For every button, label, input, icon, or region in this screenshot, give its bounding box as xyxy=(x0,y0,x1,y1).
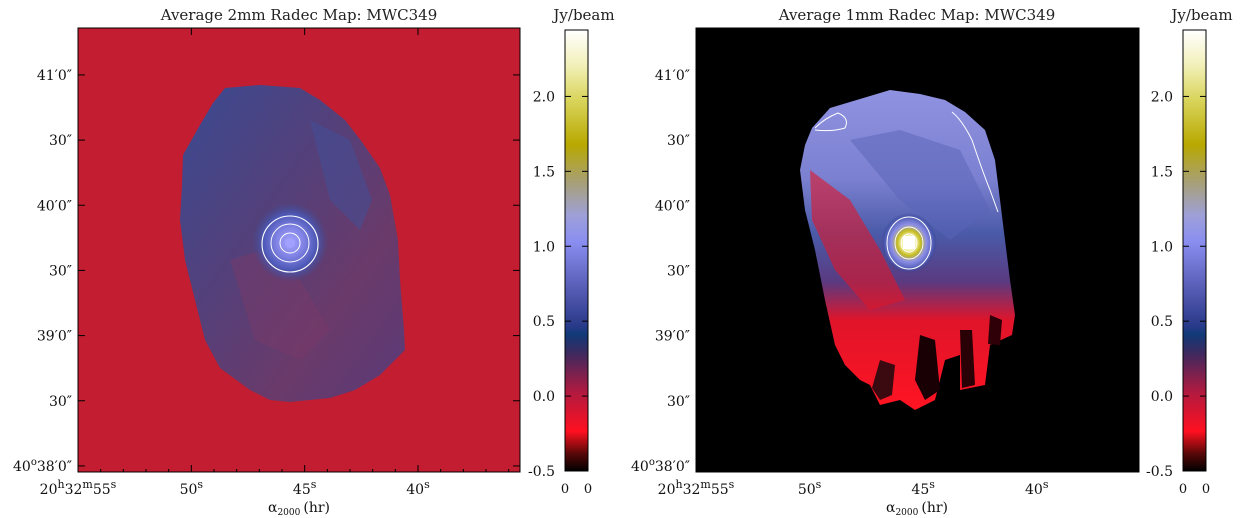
x-tick-label: 45s xyxy=(293,478,317,498)
y-tick-label: 41′0″ xyxy=(37,68,72,84)
colorbar-tick-label: 1.0 xyxy=(1151,239,1173,255)
y-tick-label: 39′0″ xyxy=(37,329,72,345)
y-tick-label: 40o38′0″ xyxy=(631,457,690,475)
colorbar-tick-label: 0.0 xyxy=(1151,389,1173,405)
y-tick-label: 30″ xyxy=(667,263,690,279)
y-tick-label: 40′0″ xyxy=(655,198,690,214)
contour-inner-1mm xyxy=(900,233,918,253)
colorbar-tick-label: 2.0 xyxy=(1151,89,1173,105)
colorbar-tick-label: -0.5 xyxy=(1146,464,1173,480)
contour-outer-2mm xyxy=(261,215,319,273)
x-tick-label: 20h32m55s xyxy=(40,478,117,498)
chart-title-1mm: Average 1mm Radec Map: MWC349 xyxy=(778,6,1056,24)
y-tick-label: 41′0″ xyxy=(655,68,690,84)
contour-mid-1mm xyxy=(894,226,924,260)
chart-title-2mm: Average 2mm Radec Map: MWC349 xyxy=(160,6,438,24)
colorbar-footer-1mm-a: 0 xyxy=(1179,482,1187,497)
y-tick-label: 39′0″ xyxy=(655,329,690,345)
colorbar-tick-label: 0.5 xyxy=(1151,314,1173,330)
contour-outer-1mm xyxy=(886,216,932,270)
colorbar-label-1mm: Jy/beam xyxy=(1169,6,1232,24)
colorbar-tick-label: 2.0 xyxy=(533,89,555,105)
contour-nw-1mm xyxy=(814,112,847,132)
x-tick-label: 40s xyxy=(1025,478,1049,498)
x-axis-label-1mm: α2000 (hr) xyxy=(886,500,948,518)
x-tick-label: 50s xyxy=(180,478,204,498)
colorbar-tick-label: 0.5 xyxy=(533,314,555,330)
colorbar-footer-2mm-b: 0 xyxy=(584,482,592,497)
colorbar-tick-label: 0.0 xyxy=(533,389,555,405)
x-tick-label: 20h32m55s xyxy=(658,478,735,498)
y-tick-label: 30″ xyxy=(49,263,72,279)
colorbar-label-2mm: Jy/beam xyxy=(551,6,614,24)
colorbar-footer-1mm-b: 0 xyxy=(1202,482,1210,497)
contour-inner-2mm xyxy=(279,232,301,254)
contour-ne-1mm xyxy=(951,111,999,213)
y-tick-label: 30″ xyxy=(49,133,72,149)
y-tick-label: 30″ xyxy=(667,133,690,149)
y-tick-label: 30″ xyxy=(667,394,690,410)
colorbar-tick-label: -0.5 xyxy=(528,464,555,480)
y-tick-label: 40′0″ xyxy=(37,198,72,214)
x-tick-label: 45s xyxy=(911,478,935,498)
colorbar-tick-label: 1.5 xyxy=(533,164,555,180)
colorbar-2mm xyxy=(564,29,589,472)
x-axis-label-2mm: α2000 (hr) xyxy=(268,500,330,518)
colorbar-1mm xyxy=(1182,29,1207,472)
colorbar-tick-label: 1.5 xyxy=(1151,164,1173,180)
panel-2mm: Average 2mm Radec Map: MWC349 41′0″ 30″ 40… xyxy=(13,6,615,518)
contour-mid-2mm xyxy=(270,223,310,263)
y-tick-label: 40o38′0″ xyxy=(13,457,72,475)
colorbar-tick-label: 1.0 xyxy=(533,239,555,255)
colorbar-footer-2mm-a: 0 xyxy=(561,482,569,497)
x-tick-label: 50s xyxy=(798,478,822,498)
panel-1mm: Average 1mm Radec Map: MWC349 41′0″ 30″ 40… xyxy=(631,6,1233,518)
x-tick-label: 40s xyxy=(406,478,430,498)
y-tick-label: 30″ xyxy=(49,394,72,410)
